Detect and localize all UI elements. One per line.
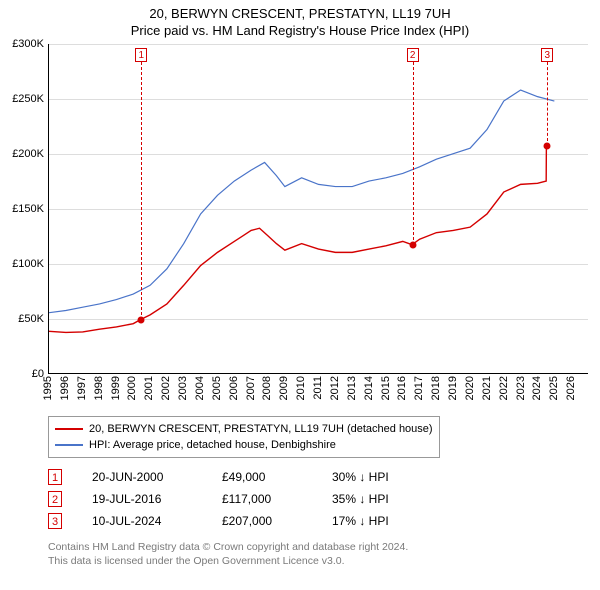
x-tick-label: 2023 [515, 376, 527, 400]
x-tick-label: 2006 [228, 376, 240, 400]
sale-diff: 35% ↓ HPI [332, 492, 452, 506]
x-tick-label: 2022 [498, 376, 510, 400]
sale-row-badge: 3 [48, 513, 62, 529]
y-tick-label: £150K [12, 203, 44, 215]
footer-line2: This data is licensed under the Open Gov… [48, 554, 590, 568]
x-tick-label: 2015 [380, 376, 392, 400]
sale-date: 20-JUN-2000 [92, 470, 192, 484]
legend-row: 20, BERWYN CRESCENT, PRESTATYN, LL19 7UH… [55, 421, 433, 437]
x-tick-label: 2005 [211, 376, 223, 400]
y-tick-label: £200K [12, 148, 44, 160]
footer-attribution: Contains HM Land Registry data © Crown c… [48, 540, 590, 568]
x-tick-label: 2019 [447, 376, 459, 400]
x-tick-label: 1999 [110, 376, 122, 400]
sale-date: 10-JUL-2024 [92, 514, 192, 528]
chart-container: 20, BERWYN CRESCENT, PRESTATYN, LL19 7UH… [0, 0, 600, 568]
series-hpi [49, 90, 554, 313]
plot: 1 2 3 [48, 44, 588, 374]
legend-label: 20, BERWYN CRESCENT, PRESTATYN, LL19 7UH… [89, 423, 433, 435]
sale-marker-line [141, 62, 142, 320]
legend-swatch [55, 444, 83, 446]
sale-row-badge: 1 [48, 469, 62, 485]
x-tick-label: 2021 [481, 376, 493, 400]
line-layer [49, 44, 588, 373]
x-tick-label: 2000 [126, 376, 138, 400]
sale-marker-badge: 1 [135, 48, 147, 62]
sale-price: £49,000 [222, 470, 302, 484]
x-tick-label: 2025 [548, 376, 560, 400]
x-tick-label: 2018 [430, 376, 442, 400]
legend-swatch [55, 428, 83, 430]
sale-row-badge: 2 [48, 491, 62, 507]
y-axis-labels: £0£50K£100K£150K£200K£250K£300K [0, 44, 48, 374]
x-tick-label: 2001 [143, 376, 155, 400]
x-tick-label: 2013 [346, 376, 358, 400]
x-tick-label: 2014 [363, 376, 375, 400]
x-tick-label: 2002 [160, 376, 172, 400]
sale-date: 19-JUL-2016 [92, 492, 192, 506]
x-tick-label: 1998 [93, 376, 105, 400]
x-tick-label: 2004 [194, 376, 206, 400]
sale-row: 2 19-JUL-2016 £117,000 35% ↓ HPI [48, 488, 590, 510]
legend: 20, BERWYN CRESCENT, PRESTATYN, LL19 7UH… [48, 416, 440, 458]
sale-marker-dot [138, 317, 145, 324]
x-tick-label: 2026 [565, 376, 577, 400]
y-tick-label: £100K [12, 258, 44, 270]
x-tick-label: 2024 [531, 376, 543, 400]
x-tick-label: 1996 [59, 376, 71, 400]
x-tick-label: 2012 [329, 376, 341, 400]
sales-table: 1 20-JUN-2000 £49,000 30% ↓ HPI 2 19-JUL-2016… [48, 466, 590, 532]
x-tick-label: 1997 [76, 376, 88, 400]
sale-marker-badge: 3 [541, 48, 553, 62]
y-tick-label: £300K [12, 38, 44, 50]
sale-marker-line [547, 62, 548, 146]
sale-price: £207,000 [222, 514, 302, 528]
x-tick-label: 2011 [312, 376, 324, 400]
title-subtitle: Price paid vs. HM Land Registry's House … [0, 23, 600, 38]
x-tick-label: 2008 [261, 376, 273, 400]
title-block: 20, BERWYN CRESCENT, PRESTATYN, LL19 7UH… [0, 0, 600, 38]
x-tick-label: 2010 [295, 376, 307, 400]
sale-marker-dot [544, 143, 551, 150]
x-tick-label: 2007 [245, 376, 257, 400]
y-tick-label: £250K [12, 93, 44, 105]
sale-row: 3 10-JUL-2024 £207,000 17% ↓ HPI [48, 510, 590, 532]
x-axis-labels: 1995199619971998199920002001200220032004… [48, 374, 588, 408]
series-property [49, 146, 546, 332]
sale-marker-badge: 2 [407, 48, 419, 62]
x-tick-label: 1995 [42, 376, 54, 400]
legend-label: HPI: Average price, detached house, Denb… [89, 439, 336, 451]
sale-marker-dot [409, 242, 416, 249]
sale-diff: 17% ↓ HPI [332, 514, 452, 528]
sale-price: £117,000 [222, 492, 302, 506]
x-tick-label: 2017 [413, 376, 425, 400]
sale-row: 1 20-JUN-2000 £49,000 30% ↓ HPI [48, 466, 590, 488]
x-tick-label: 2009 [278, 376, 290, 400]
sale-marker-line [413, 62, 414, 245]
x-tick-label: 2003 [177, 376, 189, 400]
footer-line1: Contains HM Land Registry data © Crown c… [48, 540, 590, 554]
title-address: 20, BERWYN CRESCENT, PRESTATYN, LL19 7UH [0, 6, 600, 21]
plot-area: £0£50K£100K£150K£200K£250K£300K 123 [0, 44, 600, 374]
x-tick-label: 2016 [396, 376, 408, 400]
sale-diff: 30% ↓ HPI [332, 470, 452, 484]
legend-row: HPI: Average price, detached house, Denb… [55, 437, 433, 453]
x-tick-label: 2020 [464, 376, 476, 400]
y-tick-label: £50K [18, 313, 44, 325]
